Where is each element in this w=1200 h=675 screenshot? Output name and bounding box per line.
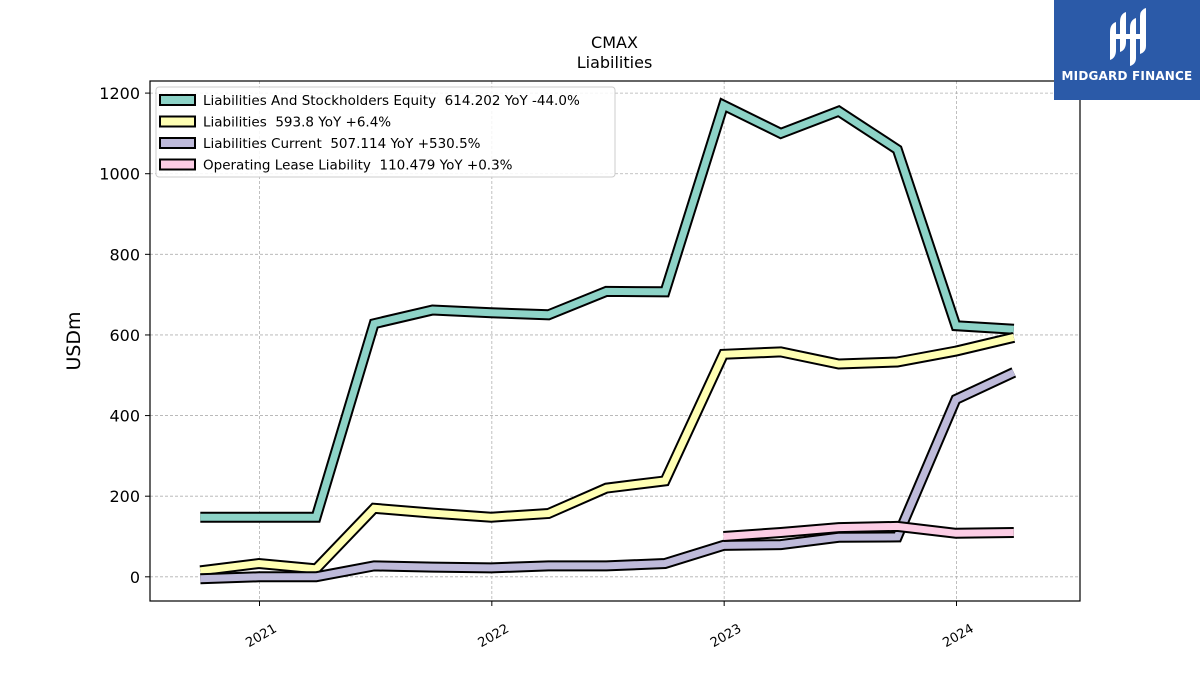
x-tick-label: 2023 xyxy=(708,621,744,651)
y-axis-label: USDm xyxy=(63,311,85,370)
y-tick-label: 1000 xyxy=(99,165,140,184)
series-line-outline xyxy=(200,367,1017,585)
logo-text: MIDGARD FINANCE xyxy=(1061,69,1193,83)
legend-swatch xyxy=(159,115,196,128)
logo-mark-icon xyxy=(1110,8,1146,66)
x-tick-label: 2022 xyxy=(476,621,512,651)
legend-box xyxy=(155,86,616,178)
legend-entry: Operating Lease Liability 110.479 YoY +0… xyxy=(203,158,513,174)
plot-frame xyxy=(149,80,1081,602)
series-line xyxy=(199,333,1015,575)
x-tick-label: 2021 xyxy=(243,621,279,651)
series-1 xyxy=(199,332,1016,577)
series-line xyxy=(200,100,1015,521)
series-lines xyxy=(199,97,1017,585)
series-2 xyxy=(200,367,1017,585)
legend-entry: Liabilities Current 507.114 YoY +530.5% xyxy=(203,136,481,152)
legend-entry: Liabilities And Stockholders Equity 614.… xyxy=(203,93,580,109)
x-axis: 2021 2022 2023 2024 xyxy=(243,601,977,651)
chart-title: CMAX xyxy=(591,33,638,52)
y-tick-label: 1200 xyxy=(99,84,140,103)
chart-subtitle: Liabilities xyxy=(577,53,653,72)
x-tick-label: 2024 xyxy=(940,621,976,651)
legend-entry: Liabilities 593.8 YoY +6.4% xyxy=(203,115,391,131)
series-line xyxy=(200,369,1016,583)
y-tick-label: 600 xyxy=(109,326,140,345)
legend-swatch xyxy=(159,158,196,171)
legend-swatch xyxy=(159,137,196,149)
series-line xyxy=(723,522,1014,540)
legend-swatch xyxy=(159,94,196,106)
y-tick-label: 200 xyxy=(109,487,140,506)
y-tick-label: 800 xyxy=(109,245,140,264)
y-tick-label: 400 xyxy=(109,407,140,426)
series-0 xyxy=(200,97,1015,523)
series-3 xyxy=(723,520,1014,542)
legend: Liabilities And Stockholders Equity 614.… xyxy=(155,86,616,178)
y-axis: 0 200 400 600 800 1000 1200 xyxy=(99,84,150,587)
midgard-finance-logo: MIDGARD FINANCE xyxy=(1054,0,1200,100)
y-tick-label: 0 xyxy=(130,568,140,587)
